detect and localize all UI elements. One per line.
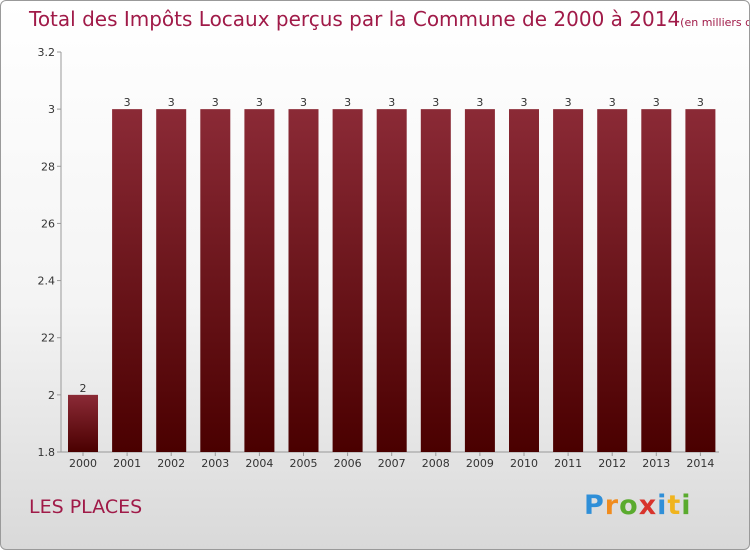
x-tick-label: 2010 <box>510 457 538 470</box>
data-label: 3 <box>697 96 704 109</box>
data-label: 3 <box>256 96 263 109</box>
bar-2000 <box>68 394 98 452</box>
x-tick-label: 2002 <box>157 457 185 470</box>
y-tick-label: 2 <box>48 389 55 402</box>
x-tick-label: 2013 <box>642 457 670 470</box>
y-tick-label: 3.2 <box>38 46 56 59</box>
y-tick-label: 26 <box>41 217 55 230</box>
data-label: 3 <box>609 96 616 109</box>
bar-2001 <box>112 109 143 453</box>
bar-2011 <box>553 109 584 453</box>
y-tick-label: 2.4 <box>38 275 56 288</box>
logo-letter: r <box>604 490 620 521</box>
data-label: 3 <box>300 96 307 109</box>
bar-2005 <box>288 109 319 453</box>
data-label: 3 <box>653 96 660 109</box>
bar-2007 <box>376 109 407 453</box>
y-tick-label: 22 <box>41 332 55 345</box>
x-tick-label: 2012 <box>598 457 626 470</box>
x-tick-label: 2014 <box>686 457 714 470</box>
data-label: 3 <box>344 96 351 109</box>
bar-2002 <box>156 109 187 453</box>
x-tick-label: 2011 <box>554 457 582 470</box>
bar-2009 <box>464 109 495 453</box>
bar-2014 <box>685 109 716 453</box>
bar-2013 <box>641 109 672 453</box>
data-label: 3 <box>388 96 395 109</box>
logo-letter: P <box>584 490 605 521</box>
bar-2003 <box>200 109 231 453</box>
x-tick-label: 2004 <box>245 457 273 470</box>
x-tick-label: 2009 <box>466 457 494 470</box>
bar-2008 <box>420 109 451 453</box>
x-tick-label: 2001 <box>113 457 141 470</box>
logo-letter: i <box>681 490 692 521</box>
logo-letter: o <box>619 490 639 521</box>
x-tick-label: 2008 <box>422 457 450 470</box>
data-label: 3 <box>168 96 175 109</box>
bar-2012 <box>597 109 628 453</box>
bar-2010 <box>509 109 539 453</box>
y-tick-label: 28 <box>41 160 55 173</box>
x-tick-label: 2007 <box>378 457 406 470</box>
town-name: LES PLACES <box>29 496 143 518</box>
data-label: 3 <box>521 96 528 109</box>
data-label: 3 <box>432 96 439 109</box>
data-label: 3 <box>124 96 131 109</box>
proxiti-logo[interactable]: Proxiti <box>584 490 692 521</box>
y-tick-label: 3 <box>48 103 55 116</box>
data-label: 3 <box>212 96 219 109</box>
x-tick-label: 2000 <box>69 457 97 470</box>
logo-letter: i <box>657 490 668 521</box>
chart-unit: (en milliers d'€) <box>680 16 749 29</box>
logo-letter: t <box>667 490 682 521</box>
bar-2004 <box>244 109 275 453</box>
y-tick-label: 1.8 <box>38 446 56 459</box>
logo-letter: x <box>638 490 658 521</box>
data-label: 3 <box>476 96 483 109</box>
x-tick-label: 2003 <box>201 457 229 470</box>
chart-title-text: Total des Impôts Locaux perçus par la Co… <box>29 7 681 31</box>
x-tick-label: 2006 <box>334 457 362 470</box>
chart-title: Total des Impôts Locaux perçus par la Co… <box>29 7 749 31</box>
data-label: 3 <box>565 96 572 109</box>
bar-2006 <box>332 109 363 453</box>
data-label: 2 <box>80 382 87 395</box>
x-tick-label: 2005 <box>290 457 318 470</box>
